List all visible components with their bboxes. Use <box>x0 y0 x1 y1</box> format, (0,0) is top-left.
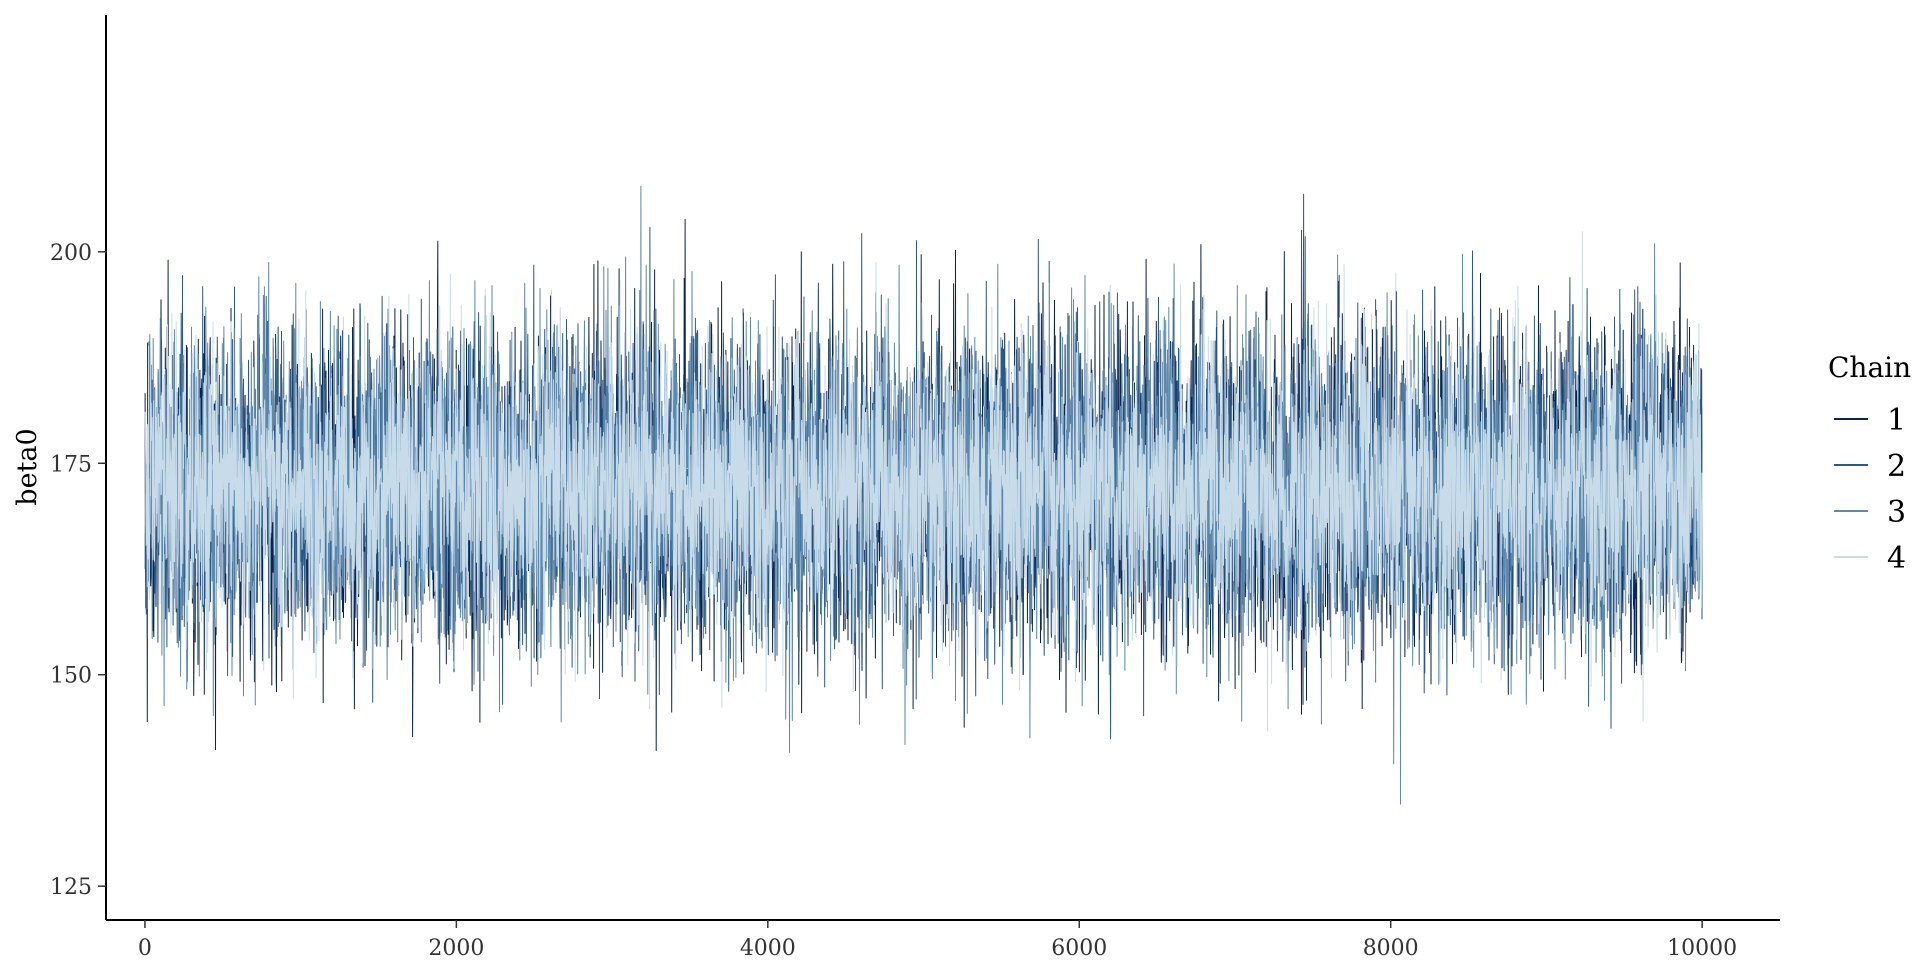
legend-label-chain-1: 1 <box>1887 403 1906 438</box>
y-tick-label: 150 <box>50 664 92 689</box>
x-tick-label: 4000 <box>740 936 796 960</box>
y-axis-ticks: 125 150 175 200 <box>50 241 106 900</box>
legend: Chain 1 2 3 4 <box>1828 351 1911 576</box>
x-axis-ticks: 0 2000 4000 6000 8000 10000 <box>138 920 1737 960</box>
legend-label-chain-3: 3 <box>1887 495 1906 530</box>
y-tick-label: 175 <box>50 452 92 477</box>
legend-title: Chain <box>1828 351 1911 384</box>
y-axis-title: beta0 <box>12 428 43 505</box>
x-tick-label: 10000 <box>1667 936 1737 960</box>
x-tick-label: 6000 <box>1051 936 1107 960</box>
x-tick-label: 0 <box>138 936 152 960</box>
legend-items: 1 2 3 4 <box>1834 403 1906 576</box>
x-tick-label: 8000 <box>1363 936 1419 960</box>
legend-label-chain-4: 4 <box>1887 541 1906 576</box>
legend-label-chain-2: 2 <box>1887 449 1906 484</box>
trace-series-group <box>144 185 1703 805</box>
x-tick-label: 2000 <box>428 936 484 960</box>
y-tick-label: 200 <box>50 241 92 266</box>
trace-line-chain-4 <box>144 231 1703 732</box>
axes: 0 2000 4000 6000 8000 10000 125 150 175 200 beta… <box>12 15 1780 960</box>
y-tick-label: 125 <box>50 875 92 900</box>
